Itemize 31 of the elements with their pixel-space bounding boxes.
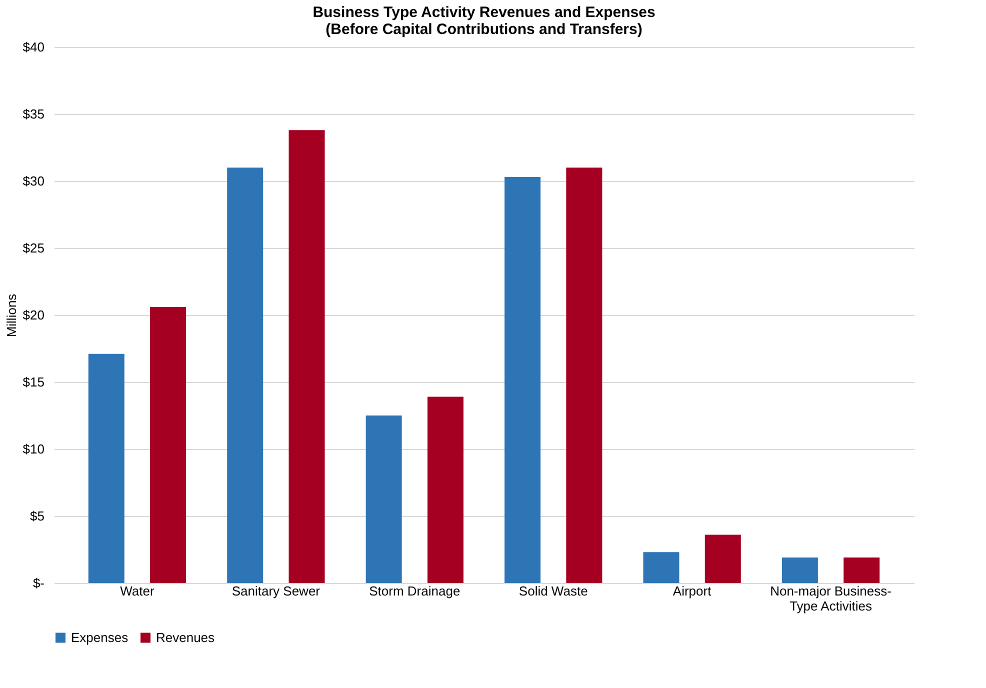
y-tick-label: $20 — [22, 308, 44, 322]
bar — [844, 558, 880, 583]
y-tick-label: $25 — [22, 240, 44, 256]
bar — [150, 306, 186, 583]
y-tick-label: $- — [32, 576, 44, 590]
bar — [643, 552, 680, 583]
bar — [88, 354, 124, 583]
y-tick-label: $35 — [22, 106, 44, 122]
x-tick-label: Storm Drainage — [369, 584, 460, 598]
legend-label: Revenues — [156, 630, 216, 645]
y-tick-label: $30 — [22, 174, 44, 188]
bar — [427, 396, 464, 583]
y-tick-label: $40 — [22, 40, 44, 54]
y-tick-label: $5 — [30, 508, 44, 524]
bar — [366, 416, 402, 583]
bar — [704, 534, 741, 583]
x-tick-label: Solid Waste — [518, 584, 588, 598]
x-tick-label: Sanitary Sewer — [232, 584, 321, 598]
bar — [227, 168, 264, 583]
bar — [504, 176, 541, 583]
y-tick-label: $10 — [22, 442, 44, 456]
bar — [566, 168, 602, 583]
bar — [288, 130, 325, 583]
x-tick-label: Airport — [672, 584, 712, 598]
y-tick-label: $15 — [22, 374, 44, 390]
legend-label: Expenses — [71, 630, 129, 645]
y-axis-title: Millions — [4, 293, 19, 338]
x-tick-label: Non-major Business-Type Activities — [770, 584, 892, 614]
x-tick-label: Water — [120, 584, 155, 598]
bar — [782, 558, 818, 583]
chart-title: Business Type Activity Revenues and Expenses (Before Capital Contributions and Transfers) — [312, 4, 656, 38]
